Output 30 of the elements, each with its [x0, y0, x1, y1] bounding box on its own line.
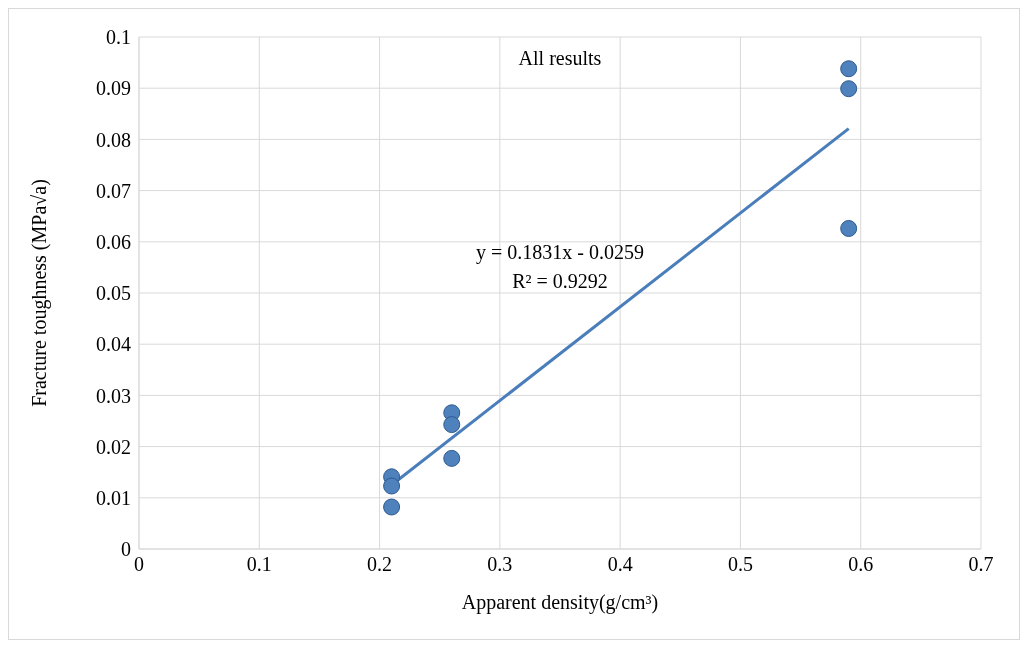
y-tick-label: 0.02	[96, 435, 131, 458]
x-tick-label: 0.7	[968, 553, 994, 576]
point	[383, 477, 401, 495]
x-tick-label: 0.4	[607, 553, 633, 576]
point	[443, 416, 461, 434]
text: All results	[518, 47, 602, 69]
y-tick-label: 0.08	[96, 128, 131, 151]
y-tick-label: 0.06	[96, 230, 131, 253]
annotation: y = 0.1831x - 0.0259	[476, 241, 644, 264]
point	[840, 80, 858, 98]
x-tick-label: 0.2	[367, 553, 393, 576]
y-tick-label: 0.1	[106, 26, 131, 49]
y-axis-title: Fracture toughness (MPa√a)	[28, 179, 52, 407]
x-tick-label: 0.6	[848, 553, 874, 576]
point	[443, 449, 461, 467]
point	[383, 498, 401, 516]
y-tick-label: 0.07	[96, 179, 131, 202]
y-tick-label: 0	[121, 538, 131, 561]
y-tick-label: 0.05	[96, 282, 131, 305]
x-axis-title: Apparent density(g/cm³)	[461, 591, 659, 614]
y-tick-label: 0.03	[96, 384, 131, 407]
point	[840, 60, 858, 78]
y-tick-label: 0.09	[96, 77, 131, 100]
x-tick-label: 0.1	[246, 553, 272, 576]
y-tick-label: 0.04	[96, 333, 131, 356]
point	[840, 219, 858, 237]
annotation: R² = 0.9292	[512, 270, 608, 292]
x-tick-label: 0.3	[487, 553, 513, 576]
y-tick-label: 0.01	[96, 486, 131, 509]
x-tick-label: 0.5	[727, 553, 753, 576]
